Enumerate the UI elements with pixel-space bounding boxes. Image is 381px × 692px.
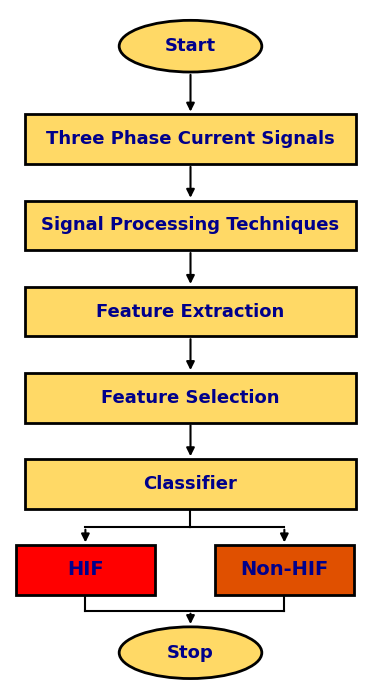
FancyBboxPatch shape [25,373,356,423]
FancyBboxPatch shape [215,545,354,595]
FancyBboxPatch shape [25,114,356,164]
Text: HIF: HIF [67,561,104,579]
FancyBboxPatch shape [25,201,356,251]
Text: Classifier: Classifier [144,475,237,493]
Text: Signal Processing Techniques: Signal Processing Techniques [42,217,339,235]
Text: Stop: Stop [167,644,214,662]
Text: Feature Extraction: Feature Extraction [96,302,285,320]
Text: Start: Start [165,37,216,55]
Text: Non-HIF: Non-HIF [240,561,328,579]
FancyBboxPatch shape [25,286,356,336]
FancyBboxPatch shape [16,545,155,595]
Ellipse shape [119,20,262,72]
Text: Three Phase Current Signals: Three Phase Current Signals [46,130,335,148]
FancyBboxPatch shape [25,459,356,509]
Text: Feature Selection: Feature Selection [101,389,280,407]
Ellipse shape [119,627,262,679]
